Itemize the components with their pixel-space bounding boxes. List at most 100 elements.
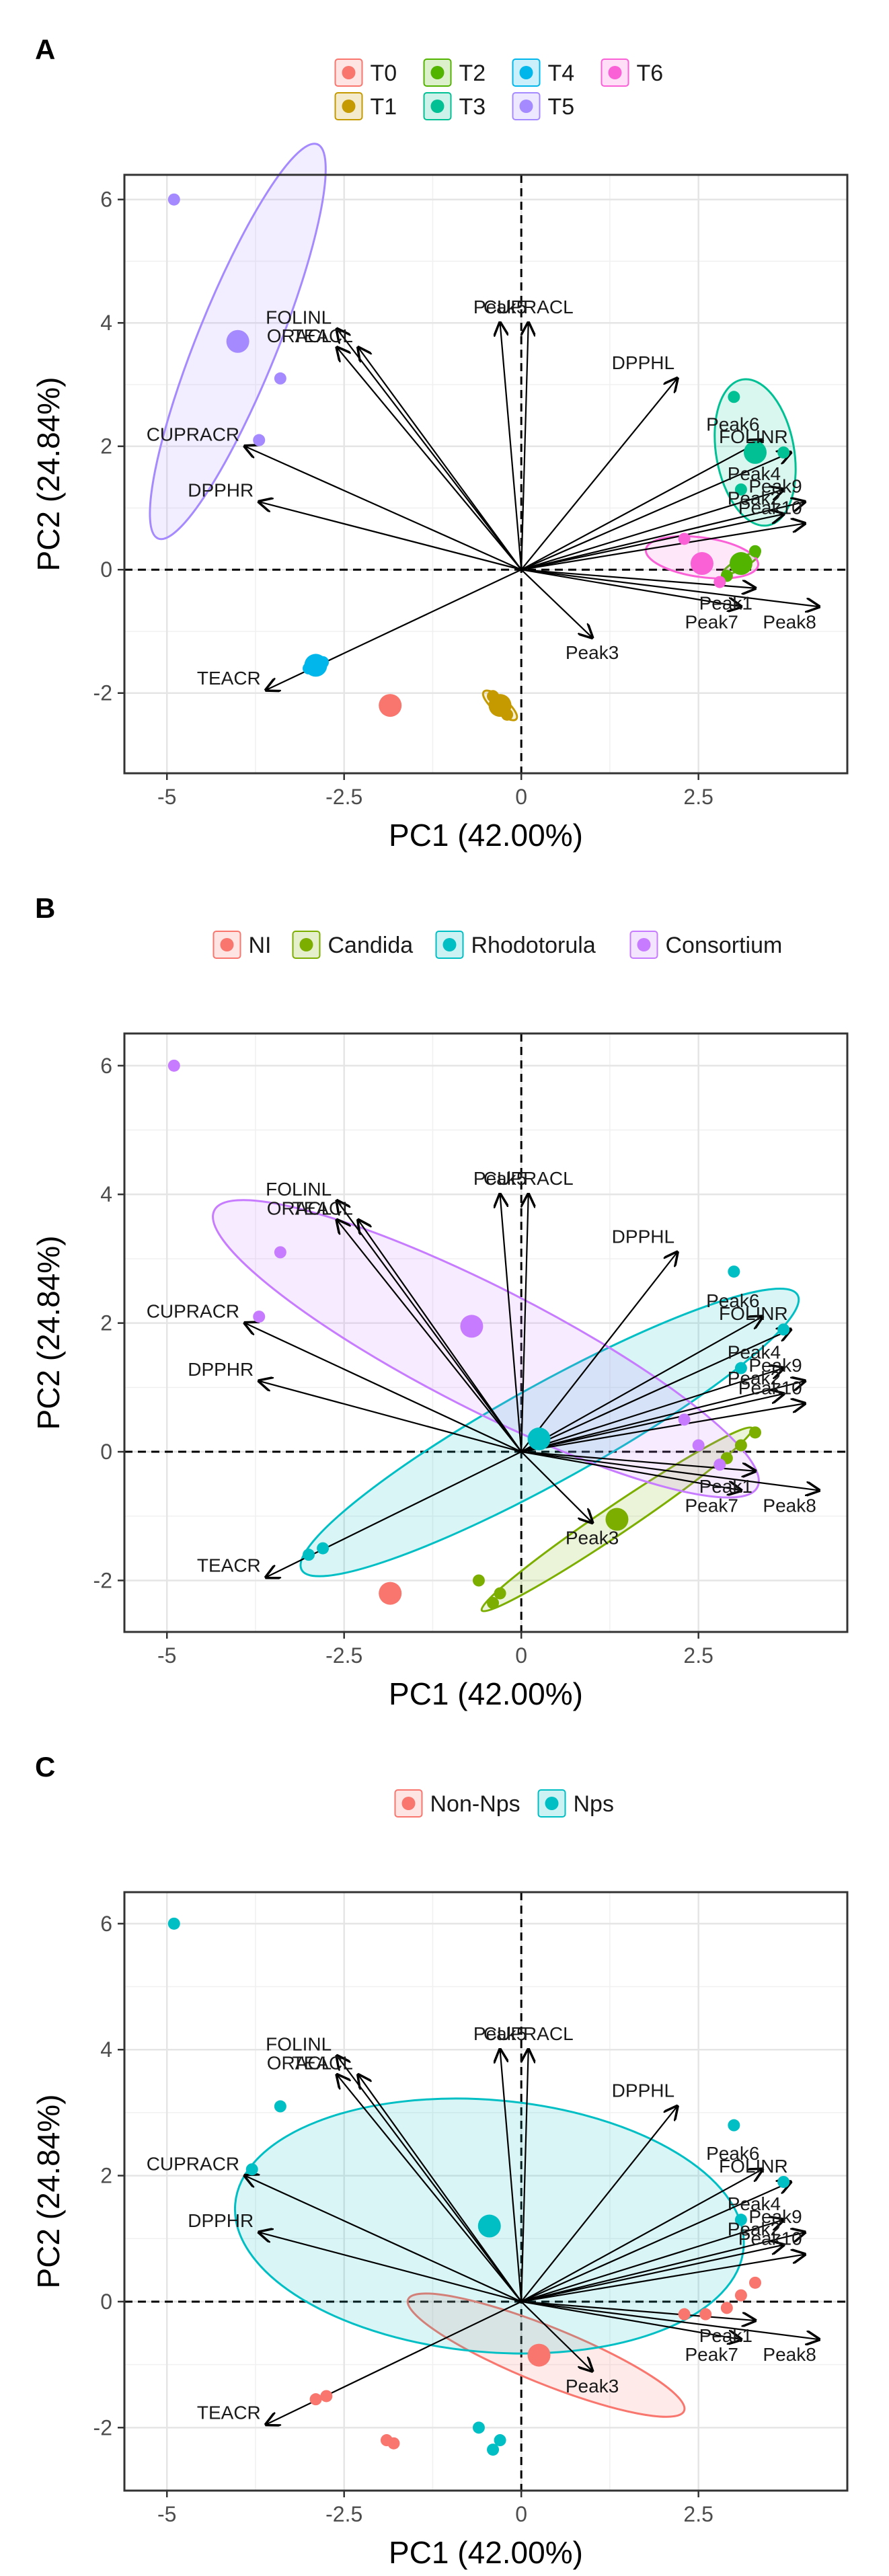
legend-item-rhodotorula: Rhodotorula bbox=[435, 931, 596, 959]
loading-label-teacl: TEACL bbox=[293, 2053, 353, 2074]
loading-arrow-dpphl bbox=[520, 379, 677, 570]
point-nps bbox=[487, 2444, 500, 2456]
y-tick-label: -2 bbox=[93, 2415, 112, 2440]
centroid-ni bbox=[379, 1582, 402, 1605]
legend-item-t6: T6 bbox=[601, 58, 664, 87]
centroid-t0 bbox=[379, 694, 402, 717]
x-tick-label: 2.5 bbox=[683, 785, 713, 809]
loading-arrow-peak4 bbox=[520, 2220, 783, 2302]
x-tick-label: 0 bbox=[515, 2502, 527, 2526]
loading-arrow-peak10 bbox=[521, 2255, 805, 2303]
loading-arrow-peak7 bbox=[521, 1450, 741, 1490]
loading-label-peak2: Peak2 bbox=[728, 2219, 781, 2240]
x-tick-label: -5 bbox=[157, 785, 176, 809]
legend-item-t1: T1 bbox=[334, 92, 397, 120]
x-tick-label: -5 bbox=[157, 2502, 176, 2526]
points bbox=[167, 1059, 790, 1609]
loading-label-peak6: Peak6 bbox=[706, 2143, 759, 2164]
loading-label-teacr: TEACR bbox=[197, 1555, 261, 1576]
point-candida bbox=[472, 1574, 485, 1587]
loading-label-dpphl: DPPHL bbox=[612, 2080, 674, 2101]
loading-arrow-teacl bbox=[358, 2075, 523, 2302]
axis-ticks: -5 -2.5 0 2.5 -2 0 2 4 6 bbox=[93, 1054, 713, 1668]
centroid-t3 bbox=[743, 440, 767, 464]
point-t5 bbox=[274, 372, 286, 385]
legend-label: T2 bbox=[459, 61, 486, 86]
legend-key-dot bbox=[299, 938, 313, 951]
centroid-t4 bbox=[304, 654, 327, 677]
loading-arrows bbox=[245, 2050, 819, 2424]
loading-arrow-peak10 bbox=[521, 523, 805, 571]
loading-label-peak3: Peak3 bbox=[566, 1527, 619, 1548]
point-non-nps bbox=[699, 2308, 712, 2320]
legend-item-t3: T3 bbox=[423, 92, 486, 120]
loading-arrow-teacl bbox=[358, 348, 523, 570]
x-tick-label: 0 bbox=[515, 1643, 527, 1668]
ellipse-rhodotorula bbox=[299, 1288, 800, 1577]
legend-key-dot bbox=[342, 66, 356, 79]
loading-label-peak8: Peak8 bbox=[763, 611, 816, 632]
x-tick-label: 2.5 bbox=[683, 1643, 713, 1668]
points bbox=[167, 1917, 790, 2456]
panel-a: A T0 T1 T2 T3 T4 T5 T6 FOLINL ORACL TEACL Peak5 CUPR… bbox=[0, 0, 889, 859]
y-tick-label: 2 bbox=[100, 2164, 112, 2188]
loading-label-dpphr: DPPHR bbox=[188, 479, 254, 500]
panel-label: C bbox=[35, 1751, 55, 1783]
y-tick-label: 2 bbox=[100, 434, 112, 459]
loading-arrow-teacr bbox=[266, 2300, 522, 2425]
legend-label: T6 bbox=[637, 61, 664, 86]
loading-label-folinl: FOLINL bbox=[266, 1179, 332, 1200]
loading-arrow-peak2 bbox=[520, 1394, 783, 1453]
loading-label-peak9: Peak9 bbox=[748, 1355, 802, 1376]
loading-label-peak5: Peak5 bbox=[473, 2023, 527, 2044]
point-t5 bbox=[253, 434, 266, 446]
point-candida bbox=[487, 1596, 500, 1609]
loading-label-oracl: ORACL bbox=[267, 325, 332, 346]
y-tick-label: 4 bbox=[100, 311, 112, 335]
loading-arrow-peak6 bbox=[520, 2169, 762, 2302]
centroid-non-nps bbox=[527, 2343, 551, 2367]
point-nps bbox=[728, 2119, 740, 2132]
legend-label: Non-Nps bbox=[430, 1791, 520, 1817]
loading-label-oracl: ORACL bbox=[267, 2053, 332, 2074]
loading-label-peak2: Peak2 bbox=[728, 1368, 781, 1389]
loading-arrow-folinl bbox=[337, 1201, 523, 1452]
point-candida bbox=[734, 1439, 747, 1452]
legend-key-dot bbox=[519, 66, 533, 79]
legend-key-dot bbox=[545, 1797, 559, 1810]
plot-border bbox=[123, 173, 849, 775]
loading-label-peak5: Peak5 bbox=[473, 297, 527, 317]
y-tick-label: 2 bbox=[100, 1311, 112, 1335]
legend-item-consortium: Consortium bbox=[629, 931, 782, 959]
loading-label-teacr: TEACR bbox=[197, 2403, 261, 2423]
x-axis-title: PC1 (42.00%) bbox=[389, 2535, 583, 2570]
loading-arrow-dpphr bbox=[259, 1381, 522, 1453]
loading-label-peak3: Peak3 bbox=[566, 642, 619, 663]
centroid-t5 bbox=[226, 329, 249, 353]
panel-b: B NI Candida Rhodotorula Consortium FOLINL ORA… bbox=[0, 859, 889, 1717]
y-tick-label: -2 bbox=[93, 1568, 112, 1592]
loading-arrow-peak5 bbox=[500, 323, 523, 570]
legend-key-dot bbox=[220, 938, 234, 951]
y-tick-label: 6 bbox=[100, 188, 112, 212]
loading-label-cupracl: CUPRACL bbox=[484, 297, 574, 317]
loading-label-folinr: FOLINR bbox=[719, 2156, 788, 2177]
point-candida bbox=[494, 1587, 506, 1600]
point-consortium bbox=[253, 1311, 266, 1323]
plot-border bbox=[123, 1891, 849, 2492]
loading-arrow-peak1 bbox=[521, 2300, 755, 2320]
x-tick-label: -5 bbox=[157, 1643, 176, 1668]
legend-label: Rhodotorula bbox=[471, 933, 596, 958]
y-tick-label: 6 bbox=[100, 1054, 112, 1078]
loading-arrow-peak8 bbox=[521, 2300, 819, 2339]
x-axis-title: PC1 (42.00%) bbox=[389, 1676, 583, 1711]
loading-label-peak4: Peak4 bbox=[728, 463, 781, 484]
legend-item-t0: T0 bbox=[334, 58, 397, 87]
loading-label-oracl: ORACL bbox=[267, 1198, 332, 1219]
point-t5 bbox=[167, 193, 180, 206]
legend-key-dot bbox=[608, 66, 622, 79]
loading-arrow-peak6 bbox=[520, 1317, 762, 1453]
loading-arrow-peak10 bbox=[521, 1403, 805, 1453]
point-non-nps bbox=[678, 2308, 691, 2320]
